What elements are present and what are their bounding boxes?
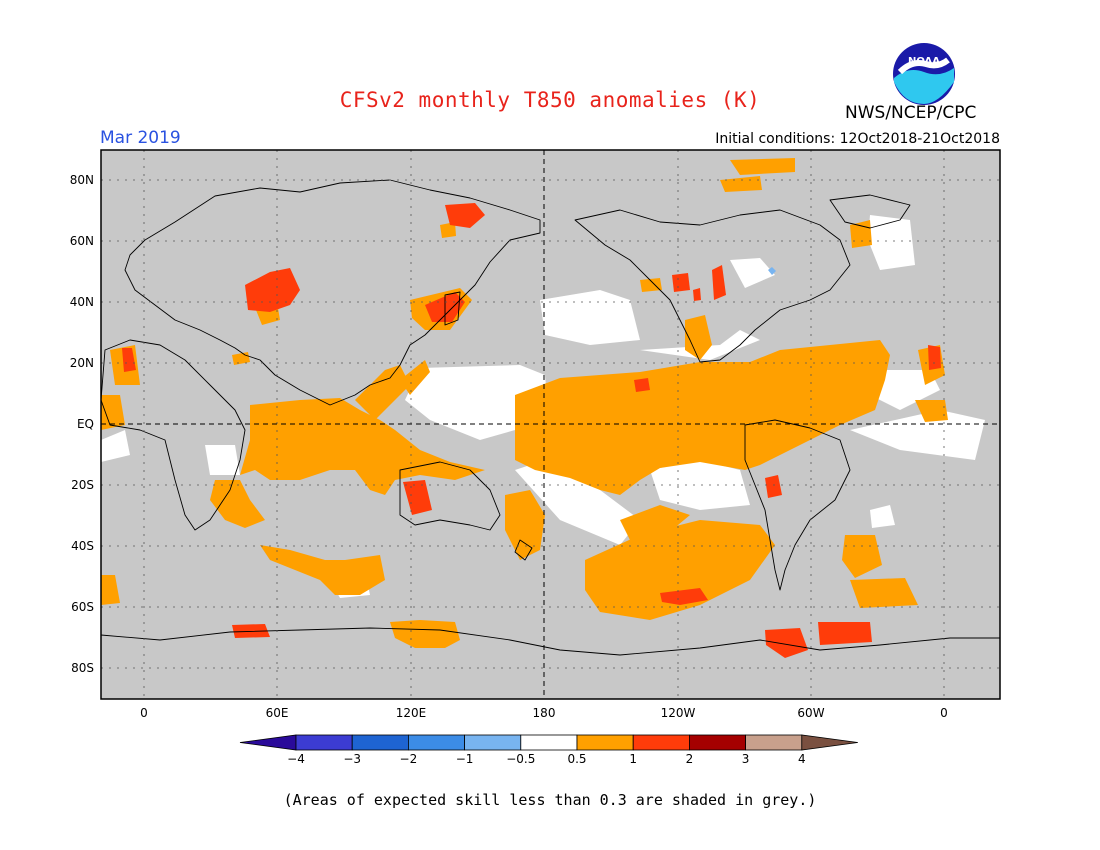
- colorbar-label: 4: [798, 752, 806, 766]
- colorbar-box: [745, 734, 803, 751]
- near-normal-regions: [101, 215, 985, 598]
- map-frame: [100, 149, 1001, 700]
- lat-label: 40S: [71, 539, 94, 553]
- colorbar-label: 0.5: [567, 752, 586, 766]
- anomaly-1-to-2-regions: [122, 203, 941, 658]
- agency-label: NWS/NCEP/CPC: [845, 103, 977, 123]
- lon-label: 0: [940, 706, 948, 720]
- lat-label: 80N: [70, 173, 94, 187]
- colorbar-box: [689, 734, 747, 751]
- colorbar-box: [464, 734, 522, 751]
- lat-label: 20N: [70, 356, 94, 370]
- noaa-logo: NOAA: [893, 43, 955, 105]
- lon-label: 60W: [797, 706, 824, 720]
- colorbar-box: [351, 734, 409, 751]
- colorbar-box: [295, 734, 353, 751]
- lon-label: 60E: [266, 706, 289, 720]
- lon-label: 180: [533, 706, 556, 720]
- latitude-axis: 80N 60N 40N 20N EQ 20S 40S 60S 80S: [70, 173, 94, 675]
- anomaly-negative-spot: [768, 267, 776, 275]
- lat-label: 80S: [71, 661, 94, 675]
- footer-note: (Areas of expected skill less than 0.3 a…: [283, 791, 817, 809]
- lon-label: 120W: [661, 706, 696, 720]
- colorbar-box: [576, 734, 634, 751]
- anomaly-map: 80N 60N 40N 20N EQ 20S 40S 60S 80S 0 60E…: [70, 149, 1001, 766]
- colorbar-box: [632, 734, 690, 751]
- colorbar-label: −4: [287, 752, 305, 766]
- forecast-period: Mar 2019: [100, 128, 181, 148]
- colorbar: −4 −3 −2 −1 −0.5 0.5 1 2 3 4: [239, 734, 858, 766]
- lat-label: 20S: [71, 478, 94, 492]
- colorbar-label: −1: [456, 752, 474, 766]
- map-title: CFSv2 monthly T850 anomalies (K): [339, 88, 761, 112]
- colorbar-box: [520, 734, 578, 751]
- lat-label: 60N: [70, 234, 94, 248]
- colorbar-label: 3: [742, 752, 750, 766]
- colorbar-label: −2: [400, 752, 418, 766]
- colorbar-arrow-high: [801, 734, 858, 751]
- colorbar-arrow-low: [239, 734, 297, 751]
- colorbar-label: −3: [343, 752, 361, 766]
- lat-label: 40N: [70, 295, 94, 309]
- colorbar-label: −0.5: [506, 752, 535, 766]
- gridlines: [101, 150, 1000, 699]
- initial-conditions: Initial conditions: 12Oct2018-21Oct2018: [715, 131, 1000, 147]
- colorbar-label: 1: [629, 752, 637, 766]
- anomaly-0p5-to-1-regions: [101, 158, 948, 648]
- lon-label: 120E: [396, 706, 427, 720]
- lat-label: 60S: [71, 600, 94, 614]
- colorbar-box: [407, 734, 465, 751]
- logo-text: NOAA: [908, 56, 940, 67]
- lat-label: EQ: [77, 417, 94, 431]
- lon-label: 0: [140, 706, 148, 720]
- longitude-axis: 0 60E 120E 180 120W 60W 0: [140, 706, 948, 720]
- colorbar-label: 2: [686, 752, 694, 766]
